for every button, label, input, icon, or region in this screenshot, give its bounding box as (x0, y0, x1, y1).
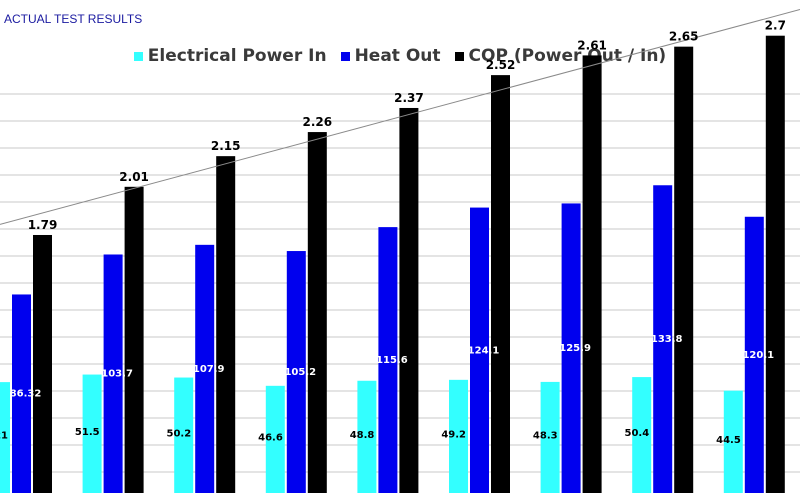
bar-heat-out (653, 185, 673, 493)
bar-cop (399, 107, 419, 493)
data-label-electrical-power-in: 50.2 (167, 428, 192, 439)
data-label-electrical-power-in: 48.8 (350, 430, 375, 441)
bar-cop (33, 234, 52, 494)
data-label-cop: 2.52 (486, 58, 516, 72)
bar-heat-out (744, 216, 764, 493)
chart-legend: Electrical Power In Heat Out COP (Power … (0, 46, 800, 66)
bar-electrical-power-in (82, 374, 102, 493)
data-label-cop: 2.01 (119, 170, 149, 184)
bar-cop (582, 55, 602, 493)
data-label-heat-out: 86.32 (10, 389, 42, 400)
data-label-cop: 2.7 (765, 19, 786, 33)
legend-swatch-heat-out (340, 51, 350, 61)
bar-cop (307, 132, 327, 493)
data-label-heat-out: 133.8 (651, 334, 683, 345)
bar-electrical-power-in (0, 382, 10, 493)
bar-electrical-power-in (357, 380, 377, 493)
bar-cop (765, 35, 785, 493)
legend-swatch-cop (454, 51, 464, 61)
bar-cop (124, 186, 144, 493)
data-label-heat-out: 124.1 (468, 345, 500, 356)
bar-heat-out (470, 207, 489, 493)
data-label-cop: 2.61 (577, 38, 607, 52)
bar-electrical-power-in (265, 385, 285, 493)
bar-electrical-power-in (174, 377, 194, 493)
page-title: ACTUAL TEST RESULTS (4, 12, 143, 26)
data-label-electrical-power-in: 50.4 (625, 428, 650, 439)
cop-trendline (0, 9, 800, 225)
data-label-electrical-power-in: 49.2 (441, 429, 466, 440)
data-label-electrical-power-in: 48.3 (533, 430, 558, 441)
legend-label-electrical-power-in: Electrical Power In (147, 46, 327, 66)
data-label-cop: 2.37 (394, 91, 424, 105)
bar-heat-out (286, 251, 306, 493)
legend-item-heat-out: Heat Out (340, 46, 441, 66)
data-label-heat-out: 103.7 (101, 369, 133, 380)
data-label-heat-out: 107.9 (193, 364, 225, 375)
chart-bars (0, 35, 785, 494)
data-label-cop: 2.26 (302, 115, 332, 129)
data-label-heat-out: 115.6 (376, 355, 408, 366)
data-label-cop: 1.79 (28, 218, 58, 232)
data-label-cop: 2.65 (669, 30, 699, 44)
data-label-heat-out: 120.1 (742, 350, 774, 361)
data-label-electrical-power-in: 46.6 (258, 432, 283, 443)
data-label-heat-out: 105.2 (284, 367, 316, 378)
bar-cop (491, 75, 510, 494)
data-label-electrical-power-in: 48.21 (0, 431, 8, 442)
bar-heat-out (561, 203, 581, 493)
bar-heat-out (195, 244, 215, 493)
bar-electrical-power-in (723, 390, 743, 493)
bar-electrical-power-in (540, 381, 560, 493)
chart-data-labels: 48.21 86.32 1.79 51.5 103.7 2.01 50.2 107.9 2.15… (0, 19, 786, 446)
data-label-heat-out: 125.9 (559, 343, 591, 354)
legend-swatch-electrical-power-in (133, 51, 143, 61)
legend-item-cop: COP (Power Out / In) (454, 46, 667, 66)
data-label-electrical-power-in: 51.5 (75, 427, 100, 438)
chart-trendline (0, 9, 800, 225)
bar-electrical-power-in (449, 379, 468, 493)
data-label-cop: 2.15 (211, 139, 241, 153)
legend-label-cop: COP (Power Out / In) (468, 46, 667, 66)
data-label-electrical-power-in: 44.5 (716, 435, 741, 446)
legend-label-heat-out: Heat Out (354, 46, 441, 66)
bar-cop (216, 156, 236, 493)
bar-heat-out (103, 254, 123, 493)
legend-item-electrical-power-in: Electrical Power In (133, 46, 327, 66)
bar-heat-out (378, 227, 398, 493)
bar-electrical-power-in (632, 377, 652, 493)
bar-cop (674, 46, 694, 494)
bar-heat-out (12, 294, 31, 493)
